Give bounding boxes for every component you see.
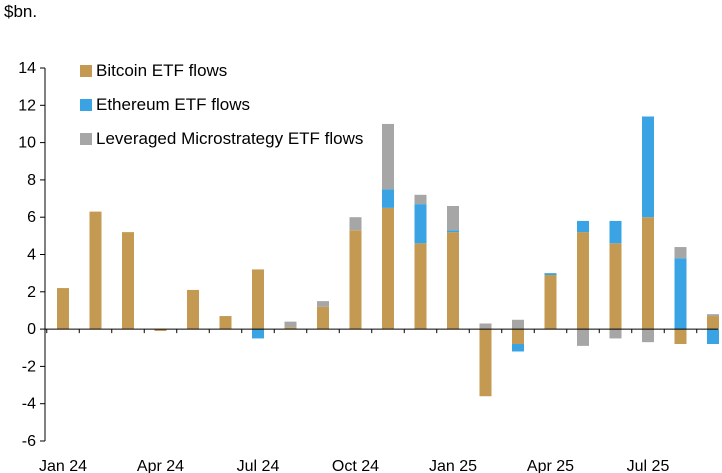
legend-swatch-microstrategy (80, 133, 92, 145)
y-tick-label-6: 6 (27, 209, 36, 226)
bar-bitcoin-19 (674, 329, 687, 345)
bar-ethereum-20 (707, 329, 719, 345)
legend-label-ethereum: Ethereum ETF flows (96, 95, 250, 114)
bar-bitcoin-15 (544, 275, 557, 330)
bar-microstrategy-18 (642, 329, 654, 343)
bar-ethereum-18 (642, 116, 654, 218)
bar-bitcoin-6 (252, 269, 264, 330)
bar-bitcoin-17 (609, 243, 622, 330)
legend-label-bitcoin: Bitcoin ETF flows (96, 61, 228, 80)
bar-ethereum-19 (674, 258, 687, 330)
bar-microstrategy-10 (382, 123, 394, 190)
y-tick-label-12: 12 (18, 97, 36, 114)
x-tick-label-3: Oct 24 (332, 458, 379, 473)
bar-bitcoin-4 (187, 289, 199, 330)
y-unit-label: $bn. (4, 2, 38, 21)
x-tick-label-6: Jul 25 (627, 458, 670, 473)
bar-bitcoin-2 (122, 232, 134, 330)
y-tick-label-8: 8 (27, 172, 36, 189)
bar-bitcoin-20 (707, 316, 719, 330)
bar-microstrategy-16 (577, 329, 589, 346)
legend-item-ethereum: Ethereum ETF flows (80, 88, 363, 122)
bar-ethereum-16 (577, 220, 589, 233)
bar-microstrategy-17 (609, 329, 622, 339)
y-tick-label-10: 10 (18, 135, 36, 152)
bar-microstrategy-19 (674, 247, 687, 259)
bar-bitcoin-1 (89, 211, 102, 330)
x-tick-label-0: Jan 24 (39, 458, 87, 473)
bar-bitcoin-10 (382, 207, 394, 330)
y-tick-label--2: -2 (22, 358, 36, 375)
bar-bitcoin-5 (219, 316, 232, 330)
bar-bitcoin-0 (57, 288, 69, 330)
legend-label-microstrategy: Leveraged Microstrategy ETF flows (96, 129, 364, 148)
bar-ethereum-14 (512, 344, 524, 352)
legend-item-bitcoin: Bitcoin ETF flows (80, 54, 363, 88)
legend-swatch-ethereum (80, 99, 92, 111)
y-tick-label--6: -6 (22, 433, 36, 450)
x-tick-label-1: Apr 24 (137, 458, 184, 473)
legend-item-microstrategy: Leveraged Microstrategy ETF flows (80, 122, 363, 156)
bar-microstrategy-11 (414, 194, 427, 205)
bar-ethereum-12 (447, 230, 459, 233)
bar-bitcoin-13 (479, 329, 492, 397)
bar-bitcoin-8 (317, 306, 329, 330)
bar-microstrategy-13 (479, 323, 492, 330)
bar-microstrategy-14 (512, 319, 524, 330)
bar-bitcoin-16 (577, 232, 589, 330)
legend-swatch-bitcoin (80, 65, 92, 77)
bar-ethereum-10 (382, 189, 394, 208)
bar-microstrategy-20 (707, 314, 719, 317)
bar-ethereum-15 (544, 273, 557, 276)
bar-bitcoin-9 (349, 230, 362, 330)
bar-bitcoin-18 (642, 217, 654, 330)
y-tick-label-2: 2 (27, 284, 36, 301)
bar-microstrategy-9 (349, 217, 362, 231)
bar-ethereum-6 (252, 329, 264, 339)
legend: Bitcoin ETF flows Ethereum ETF flows Lev… (80, 54, 363, 156)
bar-bitcoin-3 (154, 329, 167, 331)
bar-ethereum-11 (414, 204, 427, 244)
y-tick-label-14: 14 (18, 60, 36, 77)
bar-bitcoin-7 (284, 327, 297, 330)
bar-microstrategy-8 (317, 301, 329, 307)
x-tick-label-5: Apr 25 (527, 458, 574, 473)
bar-microstrategy-7 (284, 321, 297, 328)
bar-ethereum-17 (609, 220, 622, 244)
y-tick-label--4: -4 (22, 396, 36, 413)
bar-bitcoin-14 (512, 329, 524, 345)
x-tick-label-2: Jul 24 (237, 458, 280, 473)
x-tick-label-4: Jan 25 (429, 458, 477, 473)
bar-bitcoin-11 (414, 243, 427, 330)
bar-bitcoin-12 (447, 232, 459, 330)
bar-microstrategy-12 (447, 206, 459, 231)
y-tick-label-4: 4 (27, 247, 36, 264)
y-tick-label-0: 0 (27, 321, 36, 338)
